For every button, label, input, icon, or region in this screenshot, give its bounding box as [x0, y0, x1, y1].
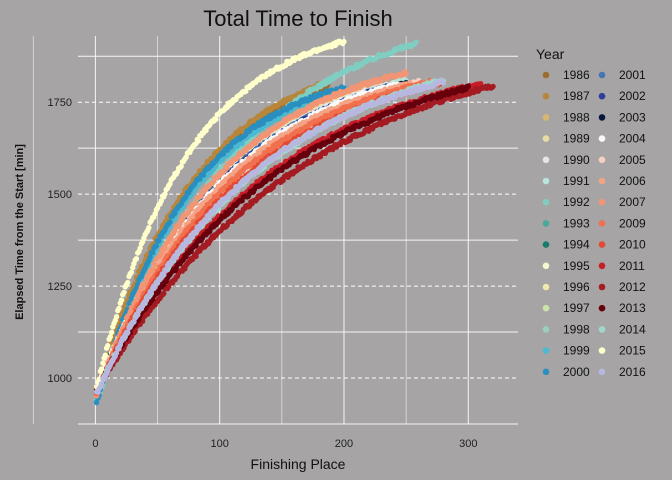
data-point: [156, 238, 162, 244]
data-point: [153, 243, 159, 249]
data-point: [167, 219, 173, 225]
data-point: [413, 39, 419, 45]
series-1999: [93, 83, 360, 405]
points-layer: [93, 38, 496, 406]
